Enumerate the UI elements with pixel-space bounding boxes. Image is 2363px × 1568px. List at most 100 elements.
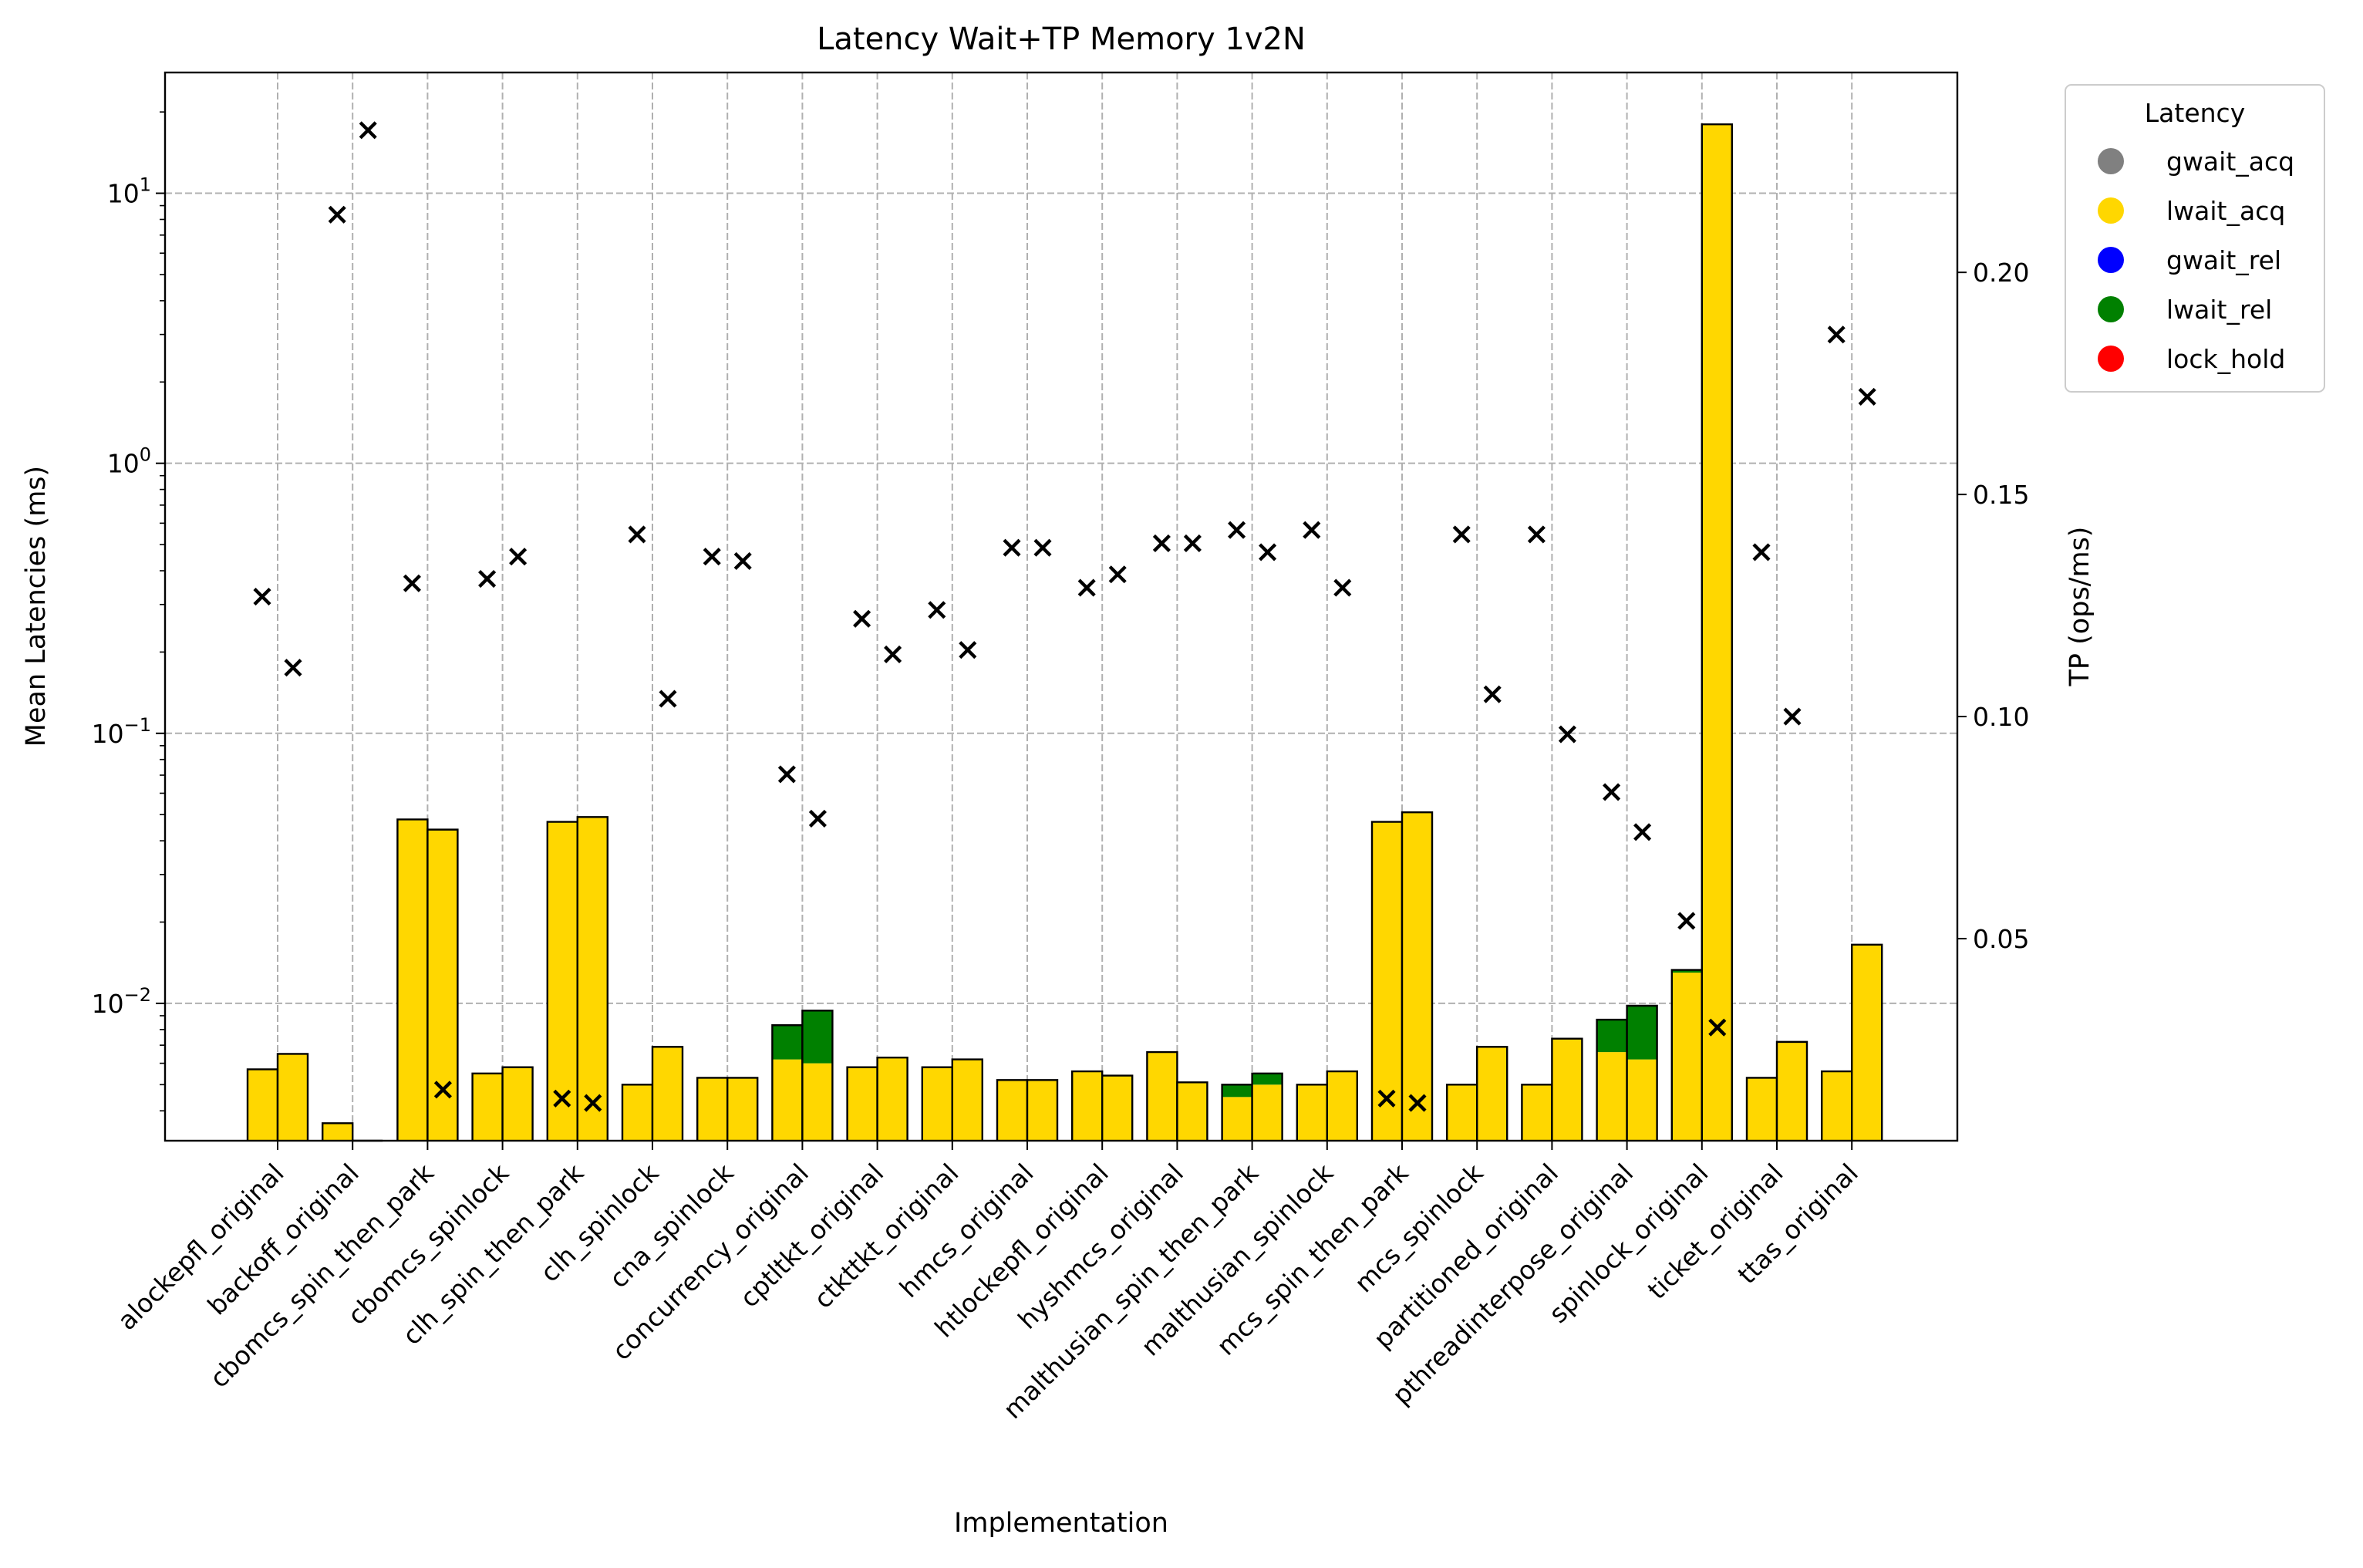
x-tick-label-16: mcs_spinlock	[1349, 1157, 1490, 1298]
legend-label-lock_hold: lock_hold	[2166, 344, 2285, 374]
tp-marker-group2-15	[1408, 1094, 1427, 1112]
bar-lwait_acq-group1-16	[1447, 1084, 1478, 1141]
y-tick-label-2: 100	[107, 444, 151, 479]
tp-marker-group2-8	[884, 645, 902, 663]
bar-lwait_acq-group2-4	[577, 817, 608, 1141]
x-tick-label-10: hmcs_original	[894, 1158, 1040, 1303]
tp-marker-group2-9	[959, 641, 977, 659]
bar-lwait_acq-group1-4	[547, 821, 578, 1141]
bar-lwait_acq-group2-16	[1477, 1047, 1508, 1141]
tp-marker-group2-18	[1633, 823, 1652, 841]
bar-outline-group2-20	[1775, 1040, 1808, 1141]
bar-lwait_acq-group2-2	[427, 829, 458, 1141]
tp-marker-group1-10	[1003, 538, 1021, 557]
legend-label-lwait_acq: lwait_acq	[2166, 196, 2285, 226]
tp-marker-group1-15	[1377, 1089, 1396, 1108]
tp-marker-group1-17	[1527, 525, 1546, 544]
tp-marker-group1-1	[328, 205, 346, 224]
tp-marker-group1-9	[928, 601, 946, 619]
bar-outline-group2-15	[1401, 811, 1434, 1141]
tp-marker-group1-19	[1677, 912, 1696, 930]
legend-title: Latency	[2145, 98, 2245, 128]
bar-lwait_rel-group1-18	[1596, 1020, 1627, 1053]
legend-label-lwait_rel: lwait_rel	[2166, 295, 2272, 325]
legend-label-gwait_rel: gwait_rel	[2166, 245, 2281, 275]
grid-layer	[165, 72, 1957, 1141]
bar-outline-group2-16	[1476, 1046, 1508, 1141]
y-axis-label: Mean Latencies (ms)	[21, 466, 52, 747]
bar-lwait_acq-group1-1	[322, 1123, 353, 1141]
bars-layer	[246, 123, 1883, 1142]
y2-axis-label: TP (ops/ms)	[2065, 527, 2095, 687]
bar-lwait_acq-group1-2	[397, 819, 428, 1141]
bar-lwait_acq-group2-18	[1626, 1059, 1657, 1141]
y-tick-label-0: 10−2	[92, 984, 151, 1019]
bar-outline-group2-3	[501, 1066, 534, 1141]
bar-outline-group2-21	[1851, 943, 1883, 1141]
bar-lwait_acq-group1-9	[922, 1067, 952, 1141]
bar-outline-group2-12	[1176, 1081, 1208, 1141]
bar-lwait_acq-group1-13	[1222, 1097, 1252, 1141]
tp-marker-group2-16	[1483, 685, 1502, 703]
bar-lwait_rel-group2-7	[802, 1010, 833, 1064]
chart-title: Latency Wait+TP Memory 1v2N	[817, 22, 1306, 57]
bar-lwait_acq-group1-15	[1372, 821, 1402, 1141]
tp-marker-group1-6	[703, 548, 721, 566]
tp-marker-group2-2	[433, 1081, 452, 1099]
bar-outline-group1-1	[322, 1122, 354, 1141]
tp-marker-group2-10	[1033, 538, 1052, 557]
bar-lwait_rel-group2-13	[1252, 1073, 1283, 1085]
markers-layer	[253, 121, 1876, 1112]
bar-lwait_acq-group1-6	[697, 1077, 728, 1141]
tp-marker-group2-21	[1858, 387, 1876, 406]
bar-lwait_acq-group1-10	[997, 1080, 1027, 1141]
legend-marker-lwait_acq	[2098, 197, 2124, 224]
bar-lwait_acq-group2-21	[1852, 944, 1883, 1141]
bar-lwait_acq-group1-14	[1296, 1084, 1327, 1141]
tp-marker-group2-3	[509, 548, 528, 566]
tp-marker-group2-11	[1108, 565, 1127, 584]
tp-marker-group2-5	[659, 690, 677, 708]
bar-lwait_acq-group1-18	[1596, 1052, 1627, 1141]
y2-tick-label-0: 0.05	[1973, 924, 2029, 954]
legend-marker-gwait_rel	[2098, 247, 2124, 273]
x-tick-label-20: ticket_original	[1642, 1158, 1789, 1305]
tp-marker-group1-12	[1152, 534, 1171, 552]
axes-layer: 10−210−11001010.050.100.150.20alockepfl_…	[92, 71, 2029, 1425]
tp-marker-group1-18	[1603, 783, 1621, 801]
tp-marker-group1-4	[553, 1089, 571, 1108]
bar-lwait_acq-group1-11	[1072, 1071, 1103, 1141]
bar-outline-group2-14	[1326, 1070, 1358, 1141]
tp-marker-group2-14	[1333, 578, 1352, 597]
bar-outline-group2-9	[951, 1058, 983, 1141]
tp-marker-group2-20	[1783, 707, 1802, 726]
bar-outline-group2-6	[726, 1077, 759, 1141]
tp-marker-group2-1	[359, 121, 377, 140]
bar-lwait_acq-group2-11	[1102, 1075, 1133, 1141]
y-tick-label-1: 10−1	[92, 714, 151, 749]
bar-outline-group2-7	[801, 1010, 834, 1141]
tp-marker-group1-13	[1228, 521, 1246, 539]
bar-lwait_acq-group1-7	[772, 1059, 803, 1141]
bar-lwait_acq-group2-5	[652, 1047, 683, 1141]
tp-marker-group2-7	[808, 809, 827, 828]
bar-lwait_acq-group2-12	[1177, 1082, 1208, 1141]
bar-outline-group2-18	[1626, 1004, 1658, 1141]
bar-lwait_rel-group2-18	[1626, 1005, 1657, 1060]
bar-lwait_acq-group1-5	[622, 1084, 652, 1141]
tp-marker-group2-12	[1183, 534, 1202, 552]
tp-marker-group1-3	[478, 569, 497, 588]
legend-marker-lock_hold	[2098, 346, 2124, 372]
tp-marker-group1-16	[1452, 525, 1471, 544]
bar-outline-group2-5	[651, 1046, 684, 1141]
x-axis-label: Implementation	[954, 1508, 1168, 1539]
bar-lwait_rel-group1-7	[772, 1025, 803, 1060]
bar-lwait_acq-group2-0	[278, 1054, 308, 1141]
tp-marker-group1-5	[628, 525, 646, 544]
bar-lwait_acq-group2-15	[1402, 812, 1432, 1141]
bar-outline-group2-4	[576, 816, 608, 1141]
tp-marker-group1-7	[777, 765, 796, 784]
bar-lwait_acq-group2-10	[1027, 1080, 1057, 1141]
